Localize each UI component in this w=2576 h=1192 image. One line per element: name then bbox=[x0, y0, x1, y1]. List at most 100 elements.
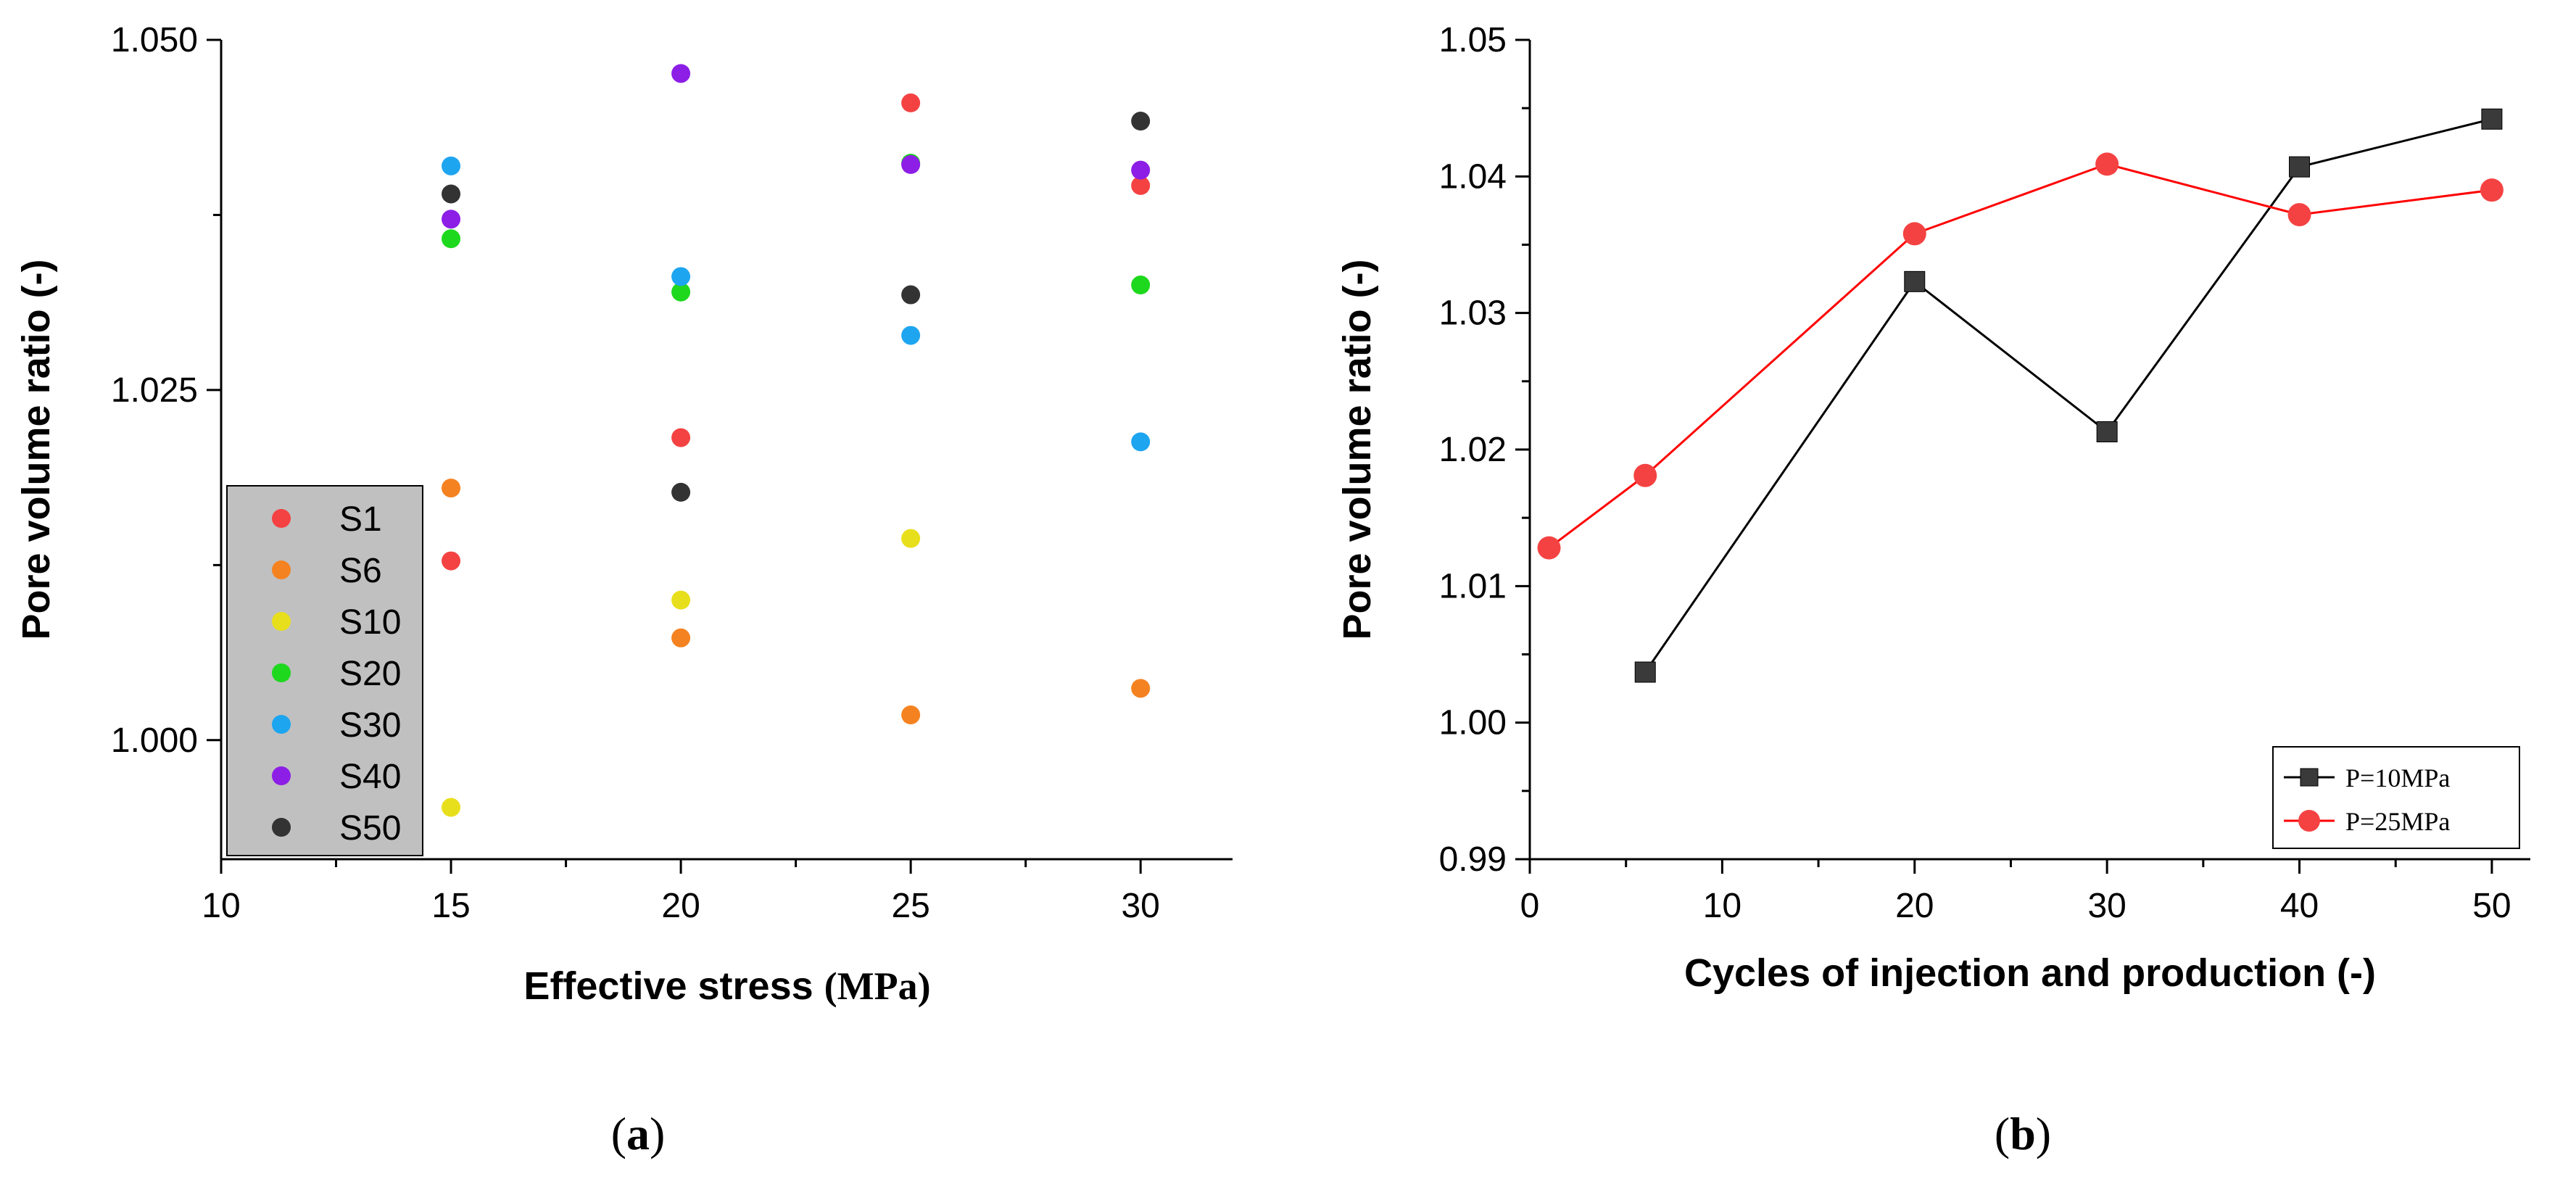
panel-b-y-tick-label: 1.05 bbox=[1439, 21, 1507, 59]
panel-b-y-tick-label: 0.99 bbox=[1439, 840, 1507, 879]
panel-a-point-s20 bbox=[442, 229, 461, 249]
panel-a-label-letter: a bbox=[626, 1108, 650, 1159]
panel-b-point-p-25mpa bbox=[1537, 536, 1561, 560]
panel-a-legend-label-s20: S20 bbox=[339, 655, 401, 693]
panel-a-point-s6 bbox=[901, 705, 921, 725]
panel-b-line-p-10mpa bbox=[1644, 117, 2493, 673]
panel-b-y-tick-label: 1.04 bbox=[1439, 157, 1507, 196]
panel-a-point-s1 bbox=[671, 428, 691, 447]
panel-a-legend-label-s40: S40 bbox=[339, 758, 401, 796]
panel-b-point-p-10mpa bbox=[2481, 108, 2503, 130]
panel-a-legend-marker-s1 bbox=[272, 509, 291, 528]
panel-b-point-p-10mpa bbox=[1904, 270, 1926, 292]
panel-a-point-s1 bbox=[442, 551, 461, 571]
panel-b-label-letter: b bbox=[2010, 1108, 2036, 1159]
panel-a-x-tick-label: 30 bbox=[1121, 887, 1159, 925]
panel-a-legend-marker-s30 bbox=[272, 715, 291, 734]
panel-b-x-tick-label: 20 bbox=[1895, 887, 1934, 925]
panel-b-label-open: ( bbox=[1995, 1108, 2010, 1159]
panel-a-point-s1 bbox=[1131, 175, 1151, 195]
panel-a-point-s20 bbox=[1131, 276, 1151, 295]
panel-a-legend-marker-s20 bbox=[272, 663, 291, 682]
panel-b-point-p-25mpa bbox=[2095, 152, 2119, 176]
panel-b-y-tick-label: 1.02 bbox=[1439, 431, 1507, 469]
panel-a-legend-label-s10: S10 bbox=[339, 603, 401, 642]
panel-a-legend-marker-s10 bbox=[272, 612, 291, 631]
panel-a-point-s30 bbox=[901, 326, 921, 345]
panel-b-legend-label-p-10mpa: P=10MPa bbox=[2345, 763, 2450, 792]
panel-a-xlabel-main: Effective stress bbox=[523, 964, 824, 1008]
panel-a-label: (a) bbox=[611, 1108, 666, 1159]
panel-a-point-s6 bbox=[1131, 679, 1151, 698]
panel-a-x-tick-label: 20 bbox=[661, 887, 700, 925]
panel-a-point-s30 bbox=[671, 267, 691, 286]
panel-b-legend-marker-p-10mpa bbox=[2300, 768, 2319, 787]
panel-a-y-tick-label: 1.025 bbox=[111, 371, 198, 410]
panel-b-legend-label-p-25mpa: P=25MPa bbox=[2345, 807, 2450, 836]
panel-b-point-p-25mpa bbox=[1902, 222, 1926, 246]
panel-b-point-p-10mpa bbox=[2289, 156, 2311, 178]
panel-a-ticks: 10 15 20 25 30 1.000 1.025 1.050 bbox=[111, 21, 1233, 925]
panel-b-label-close: ) bbox=[2036, 1108, 2051, 1159]
panel-a-point-s40 bbox=[1131, 160, 1151, 180]
panel-a-legend: S1 S6 S10 S20 S30 S40 S50 bbox=[226, 485, 423, 856]
panel-a-legend-label-s1: S1 bbox=[339, 500, 382, 539]
panel-b-legend-marker-p-25mpa bbox=[2298, 810, 2320, 832]
panel-a-point-s30 bbox=[1131, 432, 1151, 452]
panel-b-y-tick-label: 1.00 bbox=[1439, 704, 1507, 742]
panel-a-point-s6 bbox=[442, 479, 461, 498]
panel-a-point-s1 bbox=[901, 93, 921, 112]
panel-a-x-tick-label: 15 bbox=[431, 887, 470, 925]
panel-b-xlabel: Cycles of injection and production (-) bbox=[1684, 951, 2376, 995]
panel-a-legend-box bbox=[226, 485, 423, 856]
panel-a-point-s10 bbox=[671, 590, 691, 610]
panel-b-point-p-25mpa bbox=[1633, 463, 1657, 487]
panel-b-y-tick-label: 1.01 bbox=[1439, 567, 1507, 605]
panel-b-line-p-25mpa bbox=[1548, 162, 2493, 549]
panel-a-point-s20 bbox=[671, 282, 691, 302]
panel-a-point-s40 bbox=[901, 154, 921, 174]
panel-a-xlabel-unit: (MPa) bbox=[824, 964, 931, 1008]
panel-a-label-close: ) bbox=[650, 1108, 665, 1159]
panel-a-legend-label-s50: S50 bbox=[339, 809, 401, 848]
panel-b-point-p-10mpa bbox=[1634, 661, 1656, 683]
panel-a-legend-marker-s50 bbox=[272, 818, 291, 837]
panel-b-x-tick-label: 10 bbox=[1703, 887, 1742, 925]
panel-a-y-tick-label: 1.050 bbox=[111, 21, 198, 59]
panel-a-point-s40 bbox=[442, 210, 461, 229]
panel-a-legend-marker-s40 bbox=[272, 766, 291, 785]
panel-b-ylabel: Pore volume ratio (-) bbox=[1335, 259, 1379, 640]
panel-b: P=10MPa P=25MPa 0 10 20 30 40 50 0.99 1.00 1.01 1.… bbox=[1335, 21, 2530, 1159]
panel-b-legend-box bbox=[2272, 746, 2520, 849]
panel-a-point-s50 bbox=[671, 482, 691, 502]
panel-a-point-s30 bbox=[442, 156, 461, 175]
panel-b-plot bbox=[1537, 108, 2503, 683]
panel-b-label: (b) bbox=[1995, 1108, 2051, 1159]
panel-a-x-tick-label: 25 bbox=[891, 887, 929, 925]
panel-b-point-p-25mpa bbox=[2287, 203, 2311, 227]
panel-a-legend-label-s6: S6 bbox=[339, 552, 382, 590]
panel-a-ylabel: Pore volume ratio (-) bbox=[15, 259, 58, 640]
panel-a-x-tick-label: 10 bbox=[202, 887, 240, 925]
panel-a-point-s10 bbox=[901, 529, 921, 548]
panel-a-plot bbox=[442, 64, 1151, 817]
panel-b-point-p-10mpa bbox=[2096, 421, 2118, 443]
panel-a-point-s50 bbox=[442, 184, 461, 204]
panel-a-xlabel: Effective stress (MPa) bbox=[523, 964, 930, 1008]
panel-a-point-s50 bbox=[901, 285, 921, 305]
panel-a-legend-marker-s6 bbox=[272, 560, 291, 579]
panel-b-legend: P=10MPa P=25MPa bbox=[2272, 746, 2520, 849]
panel-b-x-tick-label: 30 bbox=[2087, 887, 2126, 925]
panel-a-point-s40 bbox=[671, 64, 691, 83]
panel-b-x-tick-label: 50 bbox=[2472, 887, 2511, 925]
panel-a-y-tick-label: 1.000 bbox=[111, 721, 198, 760]
panel-a: S1 S6 S10 S20 S30 S40 S50 10 15 20 25 30 1.000 1.025… bbox=[15, 21, 1233, 1159]
panel-b-x-tick-label: 0 bbox=[1520, 887, 1540, 925]
panel-a-point-s6 bbox=[671, 628, 691, 647]
panel-a-point-s50 bbox=[1131, 112, 1151, 131]
panel-b-ticks: 0 10 20 30 40 50 0.99 1.00 1.01 1.02 1.03 1.04 1.05 bbox=[1439, 21, 2530, 925]
panel-a-label-open: ( bbox=[611, 1108, 626, 1159]
panel-b-y-tick-label: 1.03 bbox=[1439, 294, 1507, 333]
panel-b-point-p-25mpa bbox=[2480, 178, 2503, 202]
